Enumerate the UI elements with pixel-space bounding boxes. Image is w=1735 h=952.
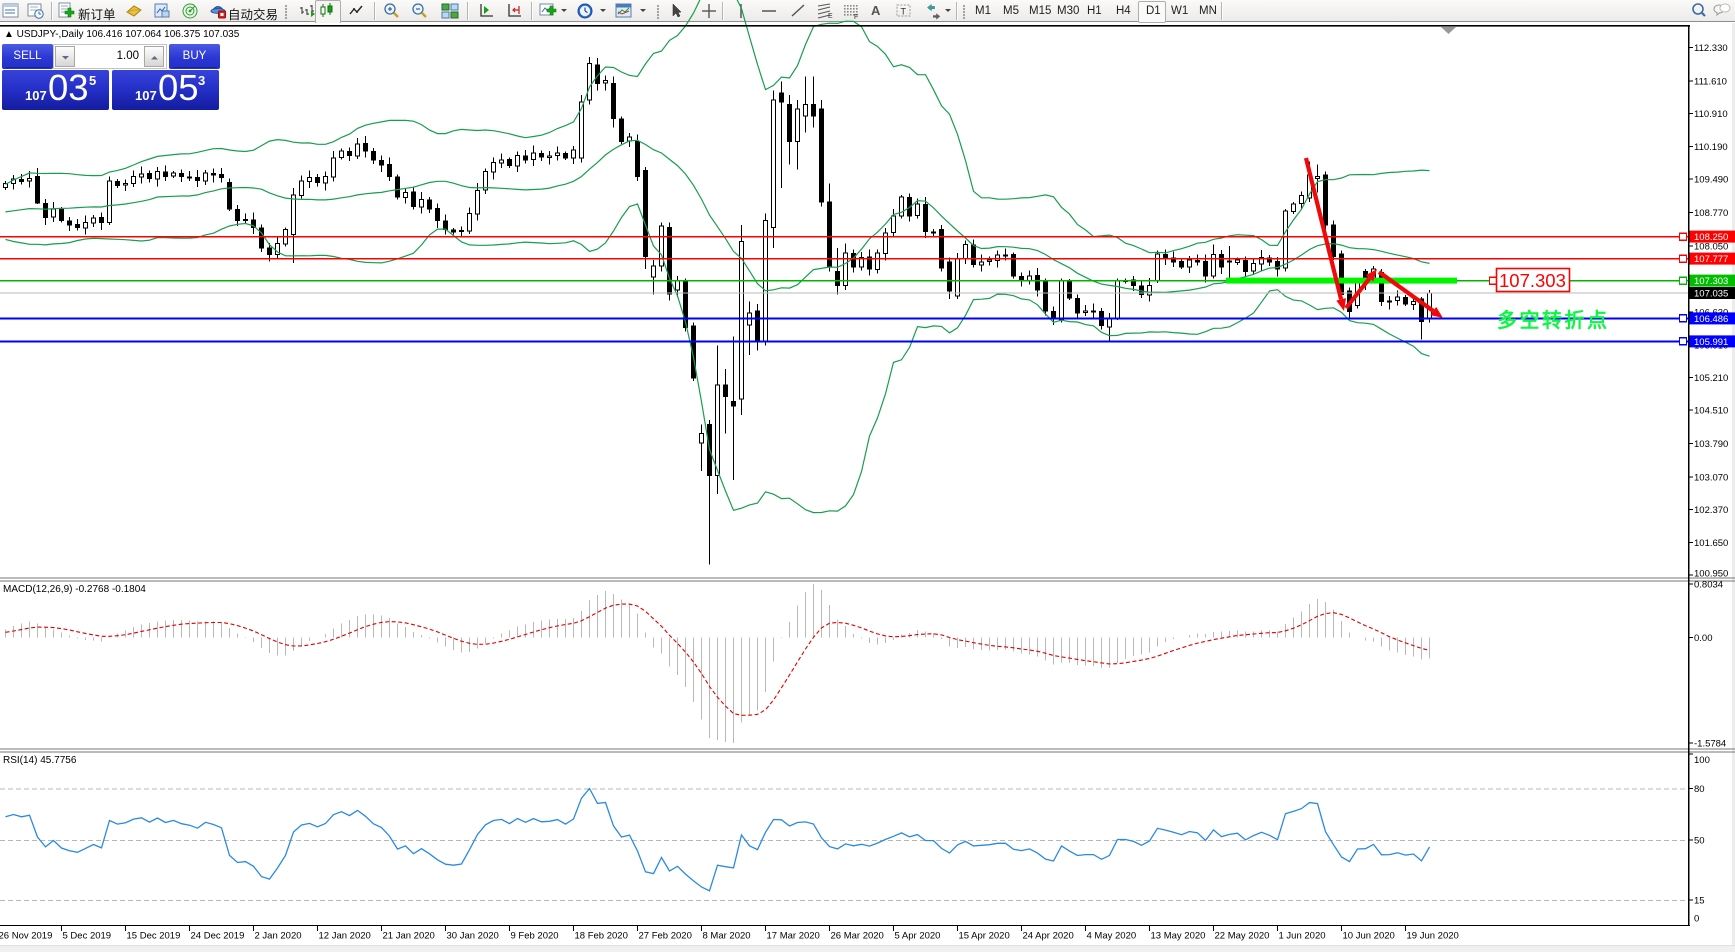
svg-text:106.486: 106.486 — [1694, 314, 1728, 325]
svg-text:15 Apr 2020: 15 Apr 2020 — [959, 931, 1010, 942]
svg-text:105.210: 105.210 — [1694, 373, 1728, 384]
svg-text:108.770: 108.770 — [1694, 208, 1728, 219]
svg-text:多空转折点: 多空转折点 — [1497, 308, 1610, 332]
svg-text:9 Feb 2020: 9 Feb 2020 — [511, 931, 559, 942]
svg-text:103.070: 103.070 — [1694, 472, 1728, 483]
svg-text:108.250: 108.250 — [1694, 232, 1728, 243]
svg-text:0.00: 0.00 — [1694, 633, 1713, 644]
svg-text:4 May 2020: 4 May 2020 — [1087, 931, 1137, 942]
svg-text:107.303: 107.303 — [1694, 276, 1728, 287]
svg-text:109.490: 109.490 — [1694, 175, 1728, 186]
svg-text:80: 80 — [1694, 784, 1705, 795]
svg-text:110.910: 110.910 — [1694, 109, 1728, 120]
svg-text:RSI(14) 45.7756: RSI(14) 45.7756 — [3, 755, 77, 766]
svg-text:107.035: 107.035 — [1694, 289, 1728, 300]
svg-text:107.303: 107.303 — [1499, 270, 1566, 291]
svg-text:22 May 2020: 22 May 2020 — [1215, 931, 1270, 942]
svg-text:▲ USDJPY-,Daily 106.416 107.0: ▲ USDJPY-,Daily 106.416 107.064 106.375 … — [4, 29, 240, 40]
svg-text:1 Jun 2020: 1 Jun 2020 — [1279, 931, 1326, 942]
svg-text:27 Feb 2020: 27 Feb 2020 — [639, 931, 692, 942]
svg-text:17 Mar 2020: 17 Mar 2020 — [767, 931, 820, 942]
svg-text:2 Jan 2020: 2 Jan 2020 — [255, 931, 302, 942]
svg-text:24 Dec 2019: 24 Dec 2019 — [191, 931, 245, 942]
svg-text:5 Apr 2020: 5 Apr 2020 — [895, 931, 941, 942]
svg-text:101.650: 101.650 — [1694, 538, 1728, 549]
svg-text:10 Jun 2020: 10 Jun 2020 — [1343, 931, 1395, 942]
svg-text:105.991: 105.991 — [1694, 337, 1728, 348]
svg-text:111.610: 111.610 — [1694, 76, 1727, 87]
svg-text:15 Dec 2019: 15 Dec 2019 — [127, 931, 181, 942]
svg-text:19 Jun 2020: 19 Jun 2020 — [1407, 931, 1459, 942]
svg-text:50: 50 — [1694, 835, 1705, 846]
svg-text:0.8034: 0.8034 — [1694, 579, 1723, 590]
svg-text:18 Feb 2020: 18 Feb 2020 — [575, 931, 628, 942]
svg-text:21 Jan 2020: 21 Jan 2020 — [383, 931, 435, 942]
svg-text:107.777: 107.777 — [1694, 254, 1728, 265]
svg-text:103.790: 103.790 — [1694, 439, 1728, 450]
svg-text:112.330: 112.330 — [1694, 43, 1728, 54]
svg-text:5 Dec 2019: 5 Dec 2019 — [63, 931, 112, 942]
svg-text:15: 15 — [1694, 895, 1705, 906]
svg-text:26 Nov 2019: 26 Nov 2019 — [0, 931, 52, 942]
svg-text:30 Jan 2020: 30 Jan 2020 — [447, 931, 499, 942]
svg-text:13 May 2020: 13 May 2020 — [1151, 931, 1206, 942]
svg-text:102.370: 102.370 — [1694, 505, 1728, 516]
svg-text:26 Mar 2020: 26 Mar 2020 — [831, 931, 884, 942]
svg-text:100: 100 — [1694, 755, 1710, 766]
svg-text:8 Mar 2020: 8 Mar 2020 — [703, 931, 751, 942]
svg-text:0: 0 — [1694, 913, 1699, 924]
svg-text:110.190: 110.190 — [1694, 142, 1728, 153]
svg-text:104.510: 104.510 — [1694, 406, 1728, 417]
svg-text:100.950: 100.950 — [1694, 569, 1728, 580]
svg-text:-1.5784: -1.5784 — [1694, 739, 1726, 750]
svg-text:12 Jan 2020: 12 Jan 2020 — [319, 931, 371, 942]
svg-text:24 Apr 2020: 24 Apr 2020 — [1023, 931, 1074, 942]
svg-text:MACD(12,26,9) -0.2768 -0.1804: MACD(12,26,9) -0.2768 -0.1804 — [3, 584, 146, 595]
